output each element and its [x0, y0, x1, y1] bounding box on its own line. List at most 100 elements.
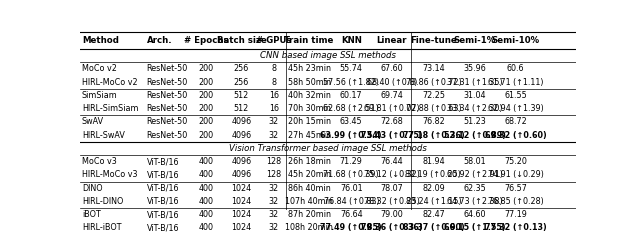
- Text: 200: 200: [198, 131, 214, 140]
- Text: Semi-1%: Semi-1%: [454, 36, 496, 45]
- Text: 62.94 (↑1.39): 62.94 (↑1.39): [488, 104, 543, 113]
- Text: 16: 16: [269, 104, 278, 113]
- Text: 32: 32: [269, 210, 279, 219]
- Text: 61.55: 61.55: [504, 91, 527, 100]
- Text: 107h 40min: 107h 40min: [285, 197, 333, 206]
- Text: 200: 200: [198, 104, 214, 113]
- Text: 71.68 (↑0.39): 71.68 (↑0.39): [323, 170, 379, 179]
- Text: 8: 8: [271, 78, 276, 87]
- Text: 400: 400: [198, 170, 214, 179]
- Text: iBOT: iBOT: [82, 210, 100, 219]
- Text: 128: 128: [266, 157, 281, 166]
- Text: ResNet-50: ResNet-50: [147, 64, 188, 73]
- Text: 32: 32: [269, 131, 279, 140]
- Text: 200: 200: [198, 91, 214, 100]
- Text: 86h 40min: 86h 40min: [288, 184, 330, 193]
- Text: 75.12 (↓0.32): 75.12 (↓0.32): [364, 170, 420, 179]
- Text: 51.23: 51.23: [463, 118, 486, 126]
- Text: 77.18 (↑0.36): 77.18 (↑0.36): [403, 131, 464, 140]
- Text: 4096: 4096: [232, 170, 252, 179]
- Text: 400: 400: [198, 184, 214, 193]
- Text: 256: 256: [234, 64, 249, 73]
- Text: 200: 200: [198, 64, 214, 73]
- Text: 400: 400: [198, 197, 214, 206]
- Text: 72.25: 72.25: [422, 91, 445, 100]
- Text: ViT-B/16: ViT-B/16: [147, 184, 179, 193]
- Text: 512: 512: [234, 104, 249, 113]
- Text: 72.68: 72.68: [381, 118, 403, 126]
- Text: ViT-B/16: ViT-B/16: [147, 223, 179, 232]
- Text: 45h 20min: 45h 20min: [287, 170, 331, 179]
- Text: 69.32 (↑0.60): 69.32 (↑0.60): [485, 131, 547, 140]
- Text: Arch.: Arch.: [147, 36, 172, 45]
- Text: 62.68 (↑2.51): 62.68 (↑2.51): [323, 104, 379, 113]
- Text: 79.36 (↑0.36): 79.36 (↑0.36): [361, 223, 423, 232]
- Text: HIRL-SimSiam: HIRL-SimSiam: [82, 104, 138, 113]
- Text: HIRL-MoCo v2: HIRL-MoCo v2: [82, 78, 138, 87]
- Text: 75.20: 75.20: [504, 157, 527, 166]
- Text: 60.6: 60.6: [507, 64, 525, 73]
- Text: 4096: 4096: [232, 118, 252, 126]
- Text: 20h 15min: 20h 15min: [287, 118, 331, 126]
- Text: 37.31 (↑1.35): 37.31 (↑1.35): [447, 78, 502, 87]
- Text: 1024: 1024: [232, 210, 252, 219]
- Text: 16: 16: [269, 91, 278, 100]
- Text: Semi-10%: Semi-10%: [492, 36, 540, 45]
- Text: 69.81 (↑0.07): 69.81 (↑0.07): [364, 104, 420, 113]
- Text: 64.60: 64.60: [463, 210, 486, 219]
- Text: 76.85 (↑0.28): 76.85 (↑0.28): [488, 197, 543, 206]
- Text: 76.82: 76.82: [422, 118, 445, 126]
- Text: HIRL-MoCo v3: HIRL-MoCo v3: [82, 170, 138, 179]
- Text: Vision Transformer based image SSL methods: Vision Transformer based image SSL metho…: [229, 144, 427, 153]
- Text: 55.74: 55.74: [340, 64, 363, 73]
- Text: 77.32 (↑0.13): 77.32 (↑0.13): [485, 223, 547, 232]
- Text: 73.14: 73.14: [422, 64, 445, 73]
- Text: 83.37 (↑0.90): 83.37 (↑0.90): [403, 223, 464, 232]
- Text: DINO: DINO: [82, 184, 102, 193]
- Text: ResNet-50: ResNet-50: [147, 131, 188, 140]
- Text: 32: 32: [269, 118, 279, 126]
- Text: 512: 512: [234, 91, 249, 100]
- Text: ViT-B/16: ViT-B/16: [147, 157, 179, 166]
- Text: 82.19 (↑0.25): 82.19 (↑0.25): [406, 170, 461, 179]
- Text: 1024: 1024: [232, 184, 252, 193]
- Text: 72.88 (↑0.63): 72.88 (↑0.63): [406, 104, 461, 113]
- Text: HIRL-iBOT: HIRL-iBOT: [82, 223, 122, 232]
- Text: HIRL-DINO: HIRL-DINO: [82, 197, 124, 206]
- Text: 71.29: 71.29: [340, 157, 363, 166]
- Text: 58h 50min: 58h 50min: [287, 78, 331, 87]
- Text: ResNet-50: ResNet-50: [147, 78, 188, 87]
- Text: Linear: Linear: [377, 36, 407, 45]
- Text: 76.64: 76.64: [340, 210, 363, 219]
- Text: 400: 400: [198, 223, 214, 232]
- Text: 27h 45min: 27h 45min: [287, 131, 331, 140]
- Text: 67.60: 67.60: [381, 64, 403, 73]
- Text: 63.45: 63.45: [340, 118, 363, 126]
- Text: 70h 30min: 70h 30min: [288, 104, 331, 113]
- Text: ResNet-50: ResNet-50: [147, 91, 188, 100]
- Text: 4096: 4096: [232, 131, 252, 140]
- Text: 1024: 1024: [232, 197, 252, 206]
- Text: 73.43 (↑0.75): 73.43 (↑0.75): [361, 131, 423, 140]
- Text: 60.92 (↑2.91): 60.92 (↑2.91): [447, 170, 503, 179]
- Text: 66.15 (↑1.55): 66.15 (↑1.55): [444, 223, 506, 232]
- Text: 26h 18min: 26h 18min: [288, 157, 331, 166]
- Text: 128: 128: [266, 170, 281, 179]
- Text: ViT-B/16: ViT-B/16: [147, 170, 179, 179]
- Text: 32: 32: [269, 197, 279, 206]
- Text: 33.34 (↑2.30): 33.34 (↑2.30): [447, 104, 502, 113]
- Text: 83.24 (↑1.15): 83.24 (↑1.15): [406, 197, 461, 206]
- Text: Batch size: Batch size: [216, 36, 266, 45]
- Text: KNN: KNN: [341, 36, 362, 45]
- Text: MoCo v3: MoCo v3: [82, 157, 116, 166]
- Text: 76.57: 76.57: [504, 184, 527, 193]
- Text: Fine-tune: Fine-tune: [410, 36, 457, 45]
- Text: 78.32 (↑0.25): 78.32 (↑0.25): [364, 197, 420, 206]
- Text: HIRL-SwAV: HIRL-SwAV: [82, 131, 125, 140]
- Text: 64.73 (↑2.38): 64.73 (↑2.38): [447, 197, 502, 206]
- Text: 76.44: 76.44: [381, 157, 403, 166]
- Text: SimSiam: SimSiam: [82, 91, 118, 100]
- Text: 79.00: 79.00: [381, 210, 403, 219]
- Text: 76.84 (↑0.83): 76.84 (↑0.83): [324, 197, 379, 206]
- Text: 73.86 (↑0.72): 73.86 (↑0.72): [406, 78, 461, 87]
